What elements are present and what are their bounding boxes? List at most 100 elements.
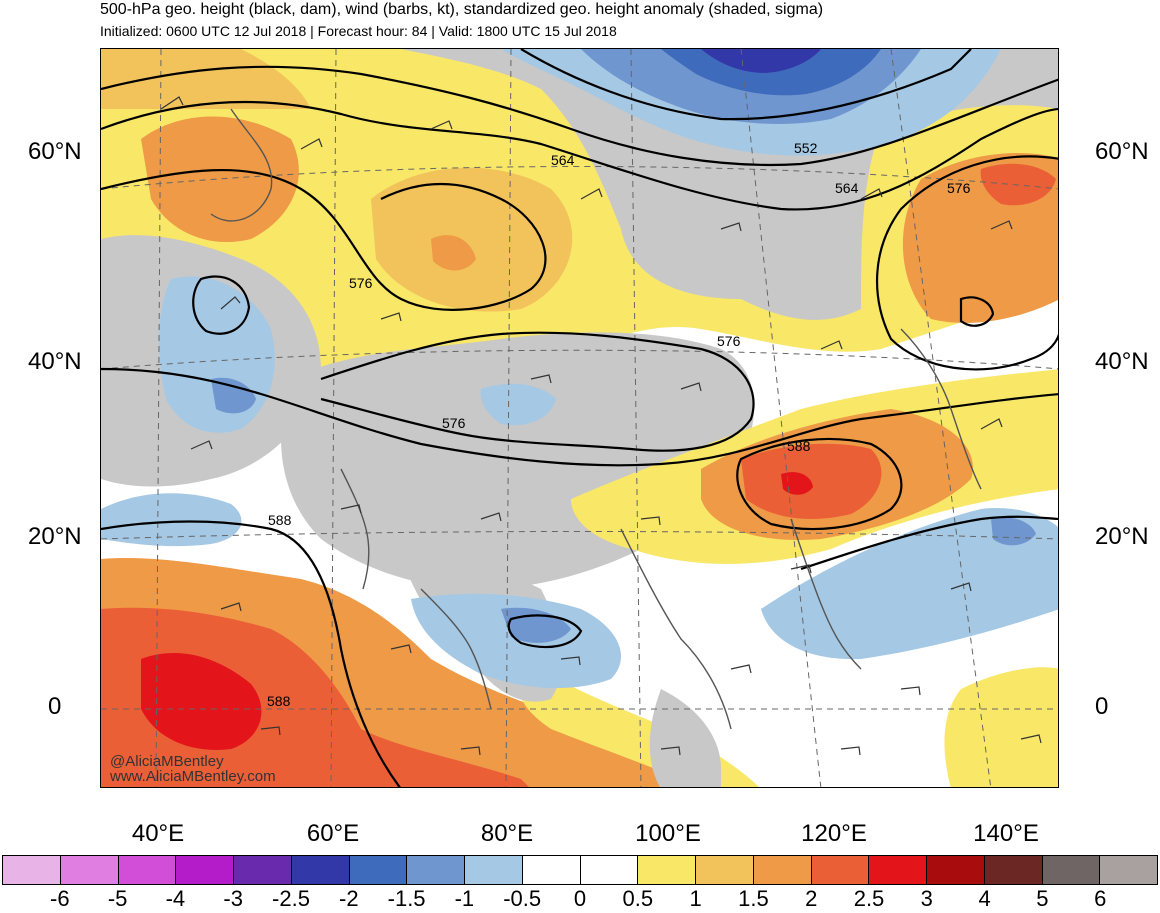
colorbar-tick-label: -2.5 (272, 886, 310, 911)
lat-label-right: 60°N (1095, 138, 1149, 165)
colorbar-cell (60, 856, 119, 884)
lat-label-right: 0 (1095, 693, 1109, 720)
colorbar-tick-label: -6 (50, 886, 70, 911)
colorbar-cell (869, 856, 927, 884)
colorbar (2, 855, 1158, 885)
contour-label: 588 (267, 693, 291, 709)
colorbar-cell (696, 856, 754, 884)
colorbar-cell (522, 856, 581, 884)
credit-handle: @AliciaMBentley (110, 753, 224, 770)
contour-label: 576 (947, 180, 971, 196)
contour-small-europe (192, 275, 251, 335)
colorbar-cell (465, 856, 523, 884)
map-title: 500-hPa geo. height (black, dam), wind (… (100, 1, 824, 18)
map-subtitle: Initialized: 0600 UTC 12 Jul 2018 | Fore… (100, 23, 617, 39)
lon-label: 60°E (306, 820, 360, 847)
lon-label: 120°E (801, 820, 867, 847)
colorbar-tick-label: -5 (107, 886, 128, 911)
anomaly-lightblue-india (411, 593, 621, 689)
height-contours (101, 49, 1058, 787)
colorbar-tick-label: -0.5 (503, 886, 542, 911)
lat-label-left: 20°N (28, 523, 82, 550)
anomaly-gray-seasia (649, 689, 721, 787)
wind-barbs (160, 96, 1042, 756)
anomaly-lightorange-farnorth (101, 49, 311, 109)
colorbar-cell (1100, 856, 1157, 884)
colorbar-tick-label: 5 (1036, 886, 1049, 911)
contour-label: 588 (787, 438, 811, 454)
contour-label: 564 (835, 180, 859, 196)
colorbar-cell (927, 856, 985, 884)
map-canvas: 564 552 564 576 576 576 576 588 588 588 (101, 49, 1058, 787)
colorbar-tick-label: -3 (223, 886, 243, 911)
colorbar-tick-label: 0 (573, 886, 587, 911)
anomaly-darkorange-eastasia (741, 443, 882, 519)
colorbar-cell (753, 856, 812, 884)
contour-576-south (101, 367, 1058, 467)
contour-540 (520, 49, 972, 121)
anomaly-lightblue-pacific (761, 508, 1058, 660)
lat-label-right: 40°N (1095, 348, 1149, 375)
contour-label: 576 (349, 275, 373, 291)
colorbar-cell (3, 856, 61, 884)
anomaly-yellow-pacific-south (944, 667, 1058, 787)
colorbar-tick-label: -1.5 (387, 886, 426, 911)
colorbar-tick-label: 2.5 (853, 886, 885, 911)
contour-label: 552 (794, 140, 818, 156)
coastlines (210, 108, 982, 730)
colorbar-cell (811, 856, 870, 884)
weather-map: 564 552 564 576 576 576 576 588 588 588 (100, 48, 1059, 788)
lon-label: 80°E (480, 820, 534, 847)
colorbar-tick-label: 1.5 (738, 886, 769, 911)
colorbar-cell (407, 856, 465, 884)
lat-label-right: 20°N (1095, 523, 1149, 550)
lat-label-left: 40°N (28, 348, 82, 375)
contour-576-mid (320, 331, 755, 452)
anomaly-lightblue-westasia (101, 493, 242, 547)
colorbar-cell (984, 856, 1043, 884)
colorbar-cell (234, 856, 292, 884)
colorbar-tick-label: 1 (689, 886, 702, 911)
colorbar-cell (176, 856, 234, 884)
anomaly-lightorange-siberia (371, 167, 573, 312)
contour-small-okhotsk (959, 296, 995, 327)
colorbar-cell (638, 856, 696, 884)
anomaly-lightblue-centralasia (480, 383, 556, 426)
colorbar-tick-label: 4 (978, 886, 991, 911)
colorbar-tick-label: 3 (920, 886, 933, 911)
anomaly-darkorange-okhotsk (980, 163, 1056, 206)
contour-552 (101, 65, 1058, 167)
lat-label-left: 0 (48, 693, 62, 720)
colorbar-cell (580, 856, 639, 884)
colorbar-cell (1042, 856, 1101, 884)
contour-576-east (875, 155, 1058, 371)
colorbar-tick-label: -4 (165, 886, 186, 911)
anomaly-midblue-europe (211, 377, 256, 414)
colorbar-cell (349, 856, 408, 884)
contour-small-india (507, 614, 583, 649)
colorbar-tick-label: -2 (339, 886, 359, 911)
contour-576-north (101, 168, 547, 311)
contour-label-group: 564 552 564 576 576 576 576 588 588 588 (267, 140, 971, 709)
lon-label: 100°E (635, 820, 701, 847)
anomaly-darkblue-arctic (701, 49, 821, 73)
contour-label: 576 (442, 415, 466, 431)
contour-588-west (101, 520, 401, 787)
lon-label: 40°E (131, 820, 185, 847)
colorbar-tick-label: 0.5 (622, 886, 654, 911)
anomaly-midblue-pacific (991, 517, 1036, 546)
credit-url: www.AliciaMBentley.com (110, 768, 276, 785)
contour-588-south (800, 515, 1058, 571)
contour-label: 588 (268, 512, 292, 528)
colorbar-tick-label: 6 (1094, 886, 1107, 911)
colorbar-cell (291, 856, 350, 884)
contour-label: 564 (551, 152, 575, 168)
anomaly-orange-siberia (431, 235, 476, 271)
lon-label: 140°E (973, 820, 1039, 847)
contour-564 (101, 100, 1058, 211)
contour-label: 576 (717, 333, 741, 349)
lat-label-left: 60°N (28, 138, 82, 165)
colorbar-tick-label: -1 (454, 886, 475, 911)
colorbar-tick-label: 2 (805, 886, 818, 911)
contour-588-east (736, 437, 903, 531)
